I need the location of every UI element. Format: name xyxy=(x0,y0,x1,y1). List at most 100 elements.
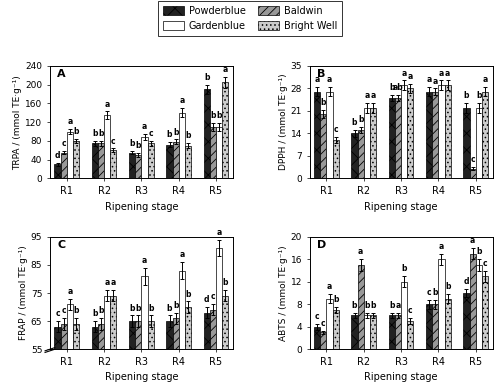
Y-axis label: FRAP / (mmol TE·g⁻¹): FRAP / (mmol TE·g⁻¹) xyxy=(19,246,28,340)
Text: a: a xyxy=(358,248,364,256)
Bar xyxy=(314,92,320,178)
Text: a: a xyxy=(482,75,488,84)
Bar xyxy=(142,276,148,349)
Text: b: b xyxy=(476,91,482,100)
Text: b: b xyxy=(148,304,154,313)
Bar xyxy=(216,127,222,178)
Text: b: b xyxy=(92,309,98,318)
Text: a: a xyxy=(327,75,332,84)
Bar xyxy=(401,282,407,349)
Bar xyxy=(104,296,110,349)
Bar xyxy=(320,114,326,178)
Text: b: b xyxy=(173,301,178,310)
Text: a: a xyxy=(439,242,444,251)
Bar xyxy=(136,321,141,349)
Text: b: b xyxy=(204,73,210,82)
Bar xyxy=(210,310,216,349)
Text: b: b xyxy=(402,264,407,273)
Text: c: c xyxy=(470,155,475,164)
Text: b: b xyxy=(92,129,98,138)
Text: c: c xyxy=(62,139,66,148)
Bar xyxy=(482,92,488,178)
Text: c: c xyxy=(62,307,66,315)
Bar xyxy=(370,315,376,349)
Bar xyxy=(370,108,376,178)
Text: b: b xyxy=(74,127,79,136)
Bar xyxy=(110,150,116,178)
Text: b: b xyxy=(222,278,228,288)
Bar xyxy=(438,259,444,349)
Bar xyxy=(395,98,401,178)
Text: b: b xyxy=(98,129,104,138)
Bar xyxy=(204,313,210,349)
Bar xyxy=(476,108,482,178)
Bar xyxy=(110,296,116,349)
Text: b: b xyxy=(98,307,104,315)
Bar xyxy=(407,88,414,178)
Text: a: a xyxy=(370,91,376,100)
Bar xyxy=(389,98,395,178)
Bar xyxy=(172,318,178,349)
Bar xyxy=(98,143,104,178)
Text: b: b xyxy=(216,111,222,120)
Text: a: a xyxy=(402,69,407,78)
Bar xyxy=(60,324,67,349)
Text: B: B xyxy=(317,69,326,79)
Text: b: b xyxy=(352,301,358,310)
Bar xyxy=(67,132,73,178)
Bar xyxy=(172,142,178,178)
Text: c: c xyxy=(427,288,432,297)
Text: a: a xyxy=(314,75,320,84)
Text: a: a xyxy=(104,278,110,288)
Bar xyxy=(352,133,358,178)
Text: b: b xyxy=(432,288,438,297)
Bar xyxy=(148,143,154,178)
Bar xyxy=(54,164,60,178)
Bar xyxy=(216,248,222,349)
Text: b: b xyxy=(167,130,172,139)
Text: b: b xyxy=(185,132,190,140)
Bar xyxy=(444,85,450,178)
Text: c: c xyxy=(111,137,116,146)
Text: D: D xyxy=(317,240,326,250)
Text: a: a xyxy=(426,75,432,84)
Bar xyxy=(464,108,469,178)
Text: b: b xyxy=(185,289,190,299)
Text: a: a xyxy=(216,228,222,237)
Text: b: b xyxy=(389,83,394,92)
Bar xyxy=(401,85,407,178)
Bar xyxy=(438,85,444,178)
Text: b: b xyxy=(352,118,358,127)
Bar xyxy=(204,89,210,178)
Bar xyxy=(104,115,110,178)
Bar xyxy=(395,315,401,349)
Bar xyxy=(73,141,79,178)
X-axis label: Ripening stage: Ripening stage xyxy=(364,201,438,211)
Bar xyxy=(326,299,332,349)
Bar xyxy=(67,304,73,349)
Bar xyxy=(432,92,438,178)
Bar xyxy=(332,310,339,349)
Bar xyxy=(136,155,141,178)
Text: c: c xyxy=(408,307,412,315)
Text: b: b xyxy=(364,301,370,310)
Text: a: a xyxy=(142,256,147,265)
Bar xyxy=(364,315,370,349)
Text: c: c xyxy=(210,293,216,301)
Bar xyxy=(482,276,488,349)
Bar xyxy=(464,293,469,349)
Bar xyxy=(210,127,216,178)
Bar xyxy=(407,321,414,349)
Text: b: b xyxy=(370,301,376,310)
Text: b: b xyxy=(130,304,135,313)
Bar xyxy=(129,321,136,349)
Bar xyxy=(426,92,432,178)
Text: a: a xyxy=(364,91,370,100)
Bar xyxy=(364,108,370,178)
Bar xyxy=(92,143,98,178)
Text: a: a xyxy=(179,250,184,259)
Text: a: a xyxy=(67,287,72,296)
Text: b: b xyxy=(173,128,178,137)
Bar xyxy=(92,327,98,349)
Bar xyxy=(432,304,438,349)
